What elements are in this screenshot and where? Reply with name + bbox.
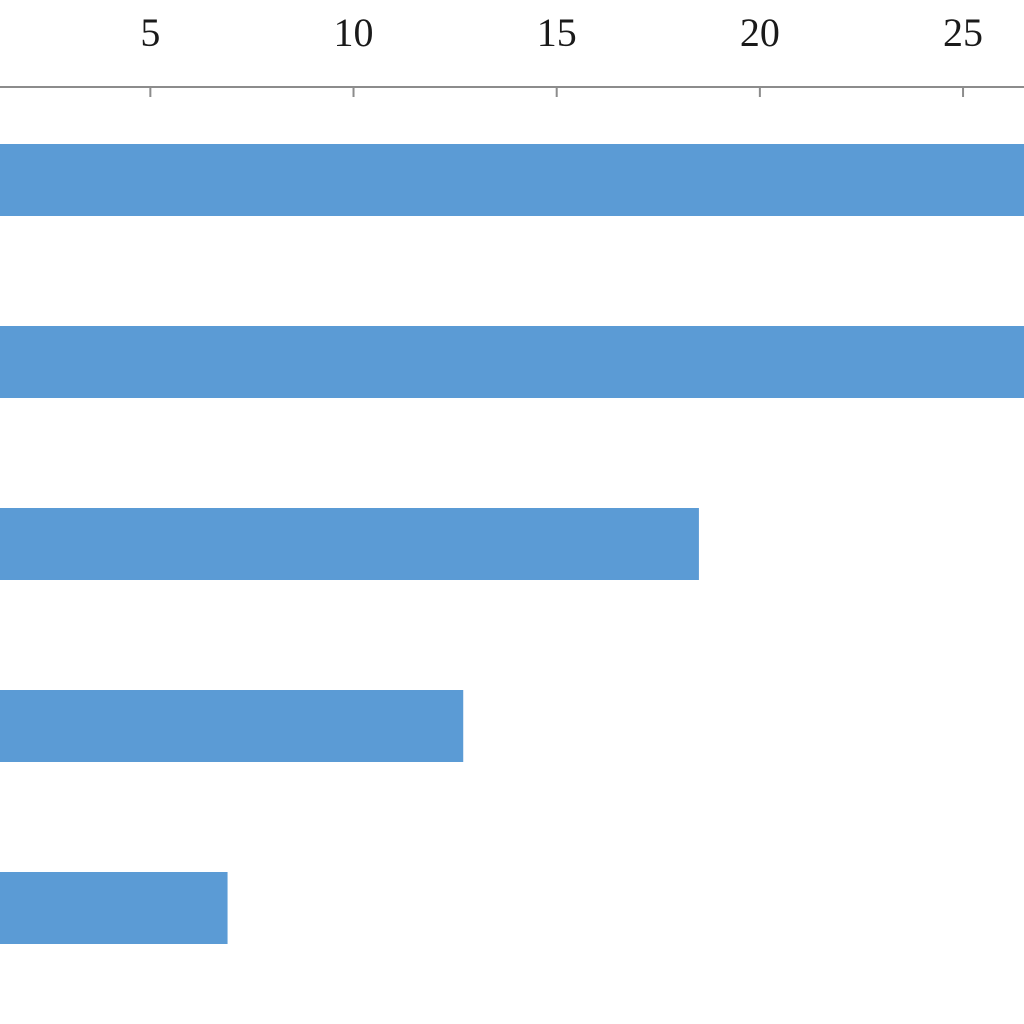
- bar: [0, 690, 464, 762]
- bar: [0, 326, 1024, 398]
- x-tick-label: 15: [537, 10, 577, 55]
- bars-group: [0, 144, 1024, 944]
- x-tick-label: 20: [740, 10, 780, 55]
- x-axis-tick-marks: [149, 87, 965, 97]
- bar: [0, 872, 228, 944]
- x-tick-label: 25: [943, 10, 983, 55]
- bar: [0, 144, 1024, 216]
- bar: [0, 508, 699, 580]
- x-axis-tick-labels: 5 10 15 20 25: [140, 10, 983, 55]
- x-tick-label: 5: [140, 10, 160, 55]
- x-tick-label: 10: [334, 10, 374, 55]
